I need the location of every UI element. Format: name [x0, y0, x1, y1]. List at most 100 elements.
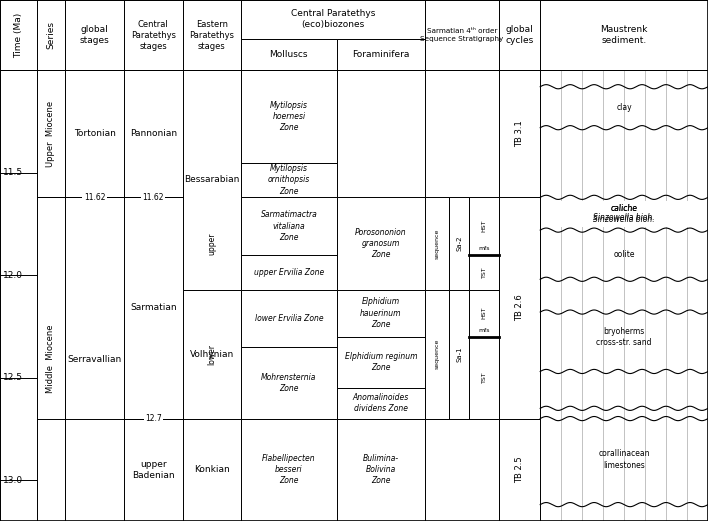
- Bar: [65, 197, 124, 521]
- Bar: [37, 0, 65, 70]
- Text: Serravallian: Serravallian: [67, 355, 122, 364]
- Bar: [337, 388, 425, 418]
- Text: Time (Ma): Time (Ma): [14, 13, 23, 58]
- Text: sequence: sequence: [435, 228, 440, 258]
- Text: corallinacean
limestones: corallinacean limestones: [598, 450, 650, 469]
- Text: Porosononion
granosum
Zone: Porosononion granosum Zone: [355, 228, 406, 259]
- Bar: [37, 70, 65, 197]
- Bar: [425, 290, 450, 418]
- Bar: [542, 201, 707, 227]
- Text: upper
Badenian: upper Badenian: [132, 460, 175, 480]
- Text: HST: HST: [481, 220, 487, 232]
- Text: Central
Paratethys
stages: Central Paratethys stages: [131, 20, 176, 51]
- Text: TST: TST: [481, 372, 487, 383]
- Text: clay: clay: [616, 103, 632, 111]
- Text: 12.7: 12.7: [145, 414, 161, 423]
- Bar: [241, 347, 337, 418]
- Bar: [183, 70, 241, 290]
- Bar: [337, 39, 425, 70]
- Text: 11.5: 11.5: [3, 168, 23, 177]
- Bar: [499, 418, 540, 521]
- Text: 11.62: 11.62: [84, 193, 105, 202]
- Text: global
cycles: global cycles: [506, 25, 534, 45]
- Text: Elphidium reginum
Zone: Elphidium reginum Zone: [345, 352, 417, 373]
- Text: oolite: oolite: [613, 250, 635, 259]
- Text: 12.0: 12.0: [3, 271, 23, 280]
- Bar: [124, 70, 183, 197]
- Bar: [241, 39, 337, 70]
- Text: Tortonian: Tortonian: [74, 129, 115, 139]
- Bar: [499, 0, 540, 70]
- Bar: [183, 418, 241, 521]
- Text: Bulimina-
Bolivina
Zone: Bulimina- Bolivina Zone: [362, 454, 399, 486]
- Bar: [241, 70, 337, 163]
- Bar: [337, 418, 425, 521]
- Text: Middle  Miocene: Middle Miocene: [47, 325, 55, 393]
- Bar: [337, 197, 425, 290]
- Bar: [241, 418, 337, 521]
- Text: Sa-1: Sa-1: [457, 346, 462, 362]
- Text: TB 2.6: TB 2.6: [515, 294, 524, 321]
- Text: mfs: mfs: [479, 328, 490, 333]
- Bar: [65, 0, 124, 70]
- Bar: [425, 418, 499, 521]
- Text: Upper  Miocene: Upper Miocene: [47, 101, 55, 167]
- Bar: [124, 197, 183, 418]
- Text: caliche
Sinzowella bioh.: caliche Sinzowella bioh.: [593, 204, 655, 224]
- Text: Elphidium
hauerinum
Zone: Elphidium hauerinum Zone: [360, 297, 401, 329]
- Bar: [337, 337, 425, 388]
- Text: mfs: mfs: [479, 246, 490, 251]
- Text: Mohrensternia
Zone: Mohrensternia Zone: [261, 373, 316, 393]
- Text: Eastern
Paratethys
stages: Eastern Paratethys stages: [189, 20, 234, 51]
- Bar: [425, 70, 499, 197]
- Text: Molluscs: Molluscs: [270, 50, 308, 59]
- Bar: [183, 290, 241, 418]
- Text: Bessarabian: Bessarabian: [184, 176, 239, 184]
- Bar: [337, 290, 425, 337]
- Text: TST: TST: [481, 266, 487, 278]
- Text: Anomalinoides
dividens Zone: Anomalinoides dividens Zone: [353, 393, 409, 413]
- Text: 11.62: 11.62: [142, 193, 164, 202]
- Text: Volhynian: Volhynian: [190, 350, 234, 358]
- Text: Sa-2: Sa-2: [457, 235, 462, 251]
- Bar: [425, 0, 499, 70]
- Bar: [37, 197, 65, 521]
- Text: lower Ervilia Zone: lower Ervilia Zone: [255, 314, 323, 322]
- Bar: [450, 290, 469, 418]
- Bar: [0, 0, 37, 70]
- Bar: [183, 0, 241, 70]
- Bar: [124, 0, 183, 70]
- Bar: [499, 70, 540, 197]
- Bar: [540, 70, 708, 521]
- Bar: [241, 255, 337, 290]
- Text: TB 2.5: TB 2.5: [515, 456, 524, 483]
- Bar: [450, 197, 469, 290]
- Text: HST: HST: [481, 307, 487, 319]
- Text: Sarmatimactra
vitaliana
Zone: Sarmatimactra vitaliana Zone: [261, 210, 317, 242]
- Text: Central Paratethys
(eco)biozones: Central Paratethys (eco)biozones: [290, 9, 375, 29]
- Text: Maustrenk
sediment.: Maustrenk sediment.: [600, 25, 648, 45]
- Bar: [241, 0, 425, 39]
- Text: Series: Series: [47, 21, 55, 49]
- Bar: [337, 70, 425, 197]
- Text: Mytilopsis
ornithopsis
Zone: Mytilopsis ornithopsis Zone: [268, 164, 310, 195]
- Text: TB 3.1: TB 3.1: [515, 120, 524, 147]
- Text: bryoherms
cross-str. sand: bryoherms cross-str. sand: [596, 327, 652, 346]
- Text: upper: upper: [207, 232, 216, 255]
- Text: Pannonian: Pannonian: [130, 129, 177, 139]
- Bar: [540, 0, 708, 70]
- Bar: [499, 197, 540, 418]
- Bar: [469, 290, 499, 337]
- Bar: [469, 255, 499, 290]
- Bar: [241, 163, 337, 197]
- Text: 13.0: 13.0: [3, 476, 23, 485]
- Text: Foraminifera: Foraminifera: [352, 50, 410, 59]
- Bar: [65, 70, 124, 197]
- Bar: [469, 337, 499, 418]
- Text: upper Ervilia Zone: upper Ervilia Zone: [253, 268, 324, 277]
- Bar: [241, 290, 337, 347]
- Bar: [241, 197, 337, 255]
- Text: global
stages: global stages: [79, 25, 110, 45]
- Text: Mytilopsis
hoernesi
Zone: Mytilopsis hoernesi Zone: [270, 101, 308, 132]
- Text: caliche: caliche: [610, 204, 638, 213]
